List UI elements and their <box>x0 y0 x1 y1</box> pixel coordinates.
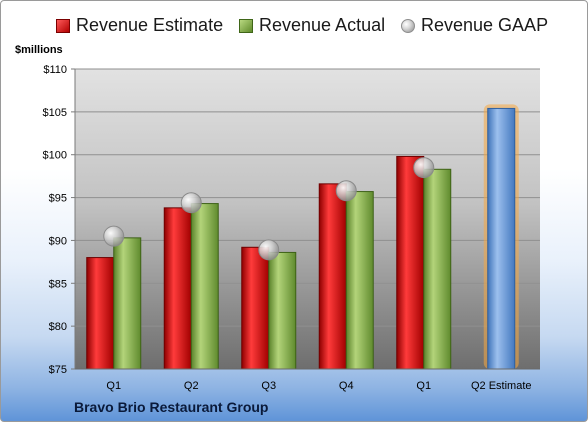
y-tick-label: $110 <box>43 64 67 76</box>
bar-actual <box>190 203 219 370</box>
legend-label-gaap: Revenue GAAP <box>421 15 549 35</box>
gaap-marker <box>258 239 280 261</box>
y-axis-unit-label: $millions <box>15 44 63 56</box>
x-tick-label: Q4 <box>339 380 354 392</box>
x-tick-label: Q1 <box>416 380 431 392</box>
legend-swatch-gaap <box>401 18 415 33</box>
legend-item-estimate: Revenue Estimate <box>56 15 223 36</box>
y-tick-label: $75 <box>49 364 67 376</box>
y-tick-label: $95 <box>49 193 67 205</box>
legend-item-actual: Revenue Actual <box>239 15 385 36</box>
x-axis-ticks: Q1 Q2 Q3 Q4 Q1 Q2 Estimate <box>75 368 540 392</box>
bar-estimate-forecast <box>487 107 516 370</box>
bar-actual <box>113 237 142 370</box>
legend-swatch-estimate <box>56 18 70 33</box>
bar-estimate <box>86 257 115 370</box>
gaap-marker <box>103 225 125 247</box>
bars <box>86 104 519 370</box>
gaap-marker <box>413 157 435 179</box>
y-tick-label: $80 <box>49 321 67 333</box>
legend-label-estimate: Revenue Estimate <box>76 15 224 35</box>
y-tick-label: $90 <box>49 235 67 247</box>
bar-actual <box>423 168 452 370</box>
bar-estimate <box>318 183 347 370</box>
bar-estimate <box>241 246 270 370</box>
y-axis-ticks: $75 $80 $85 $90 $95 $100 $105 $110 <box>43 64 76 376</box>
x-tick-label: Q2 <box>184 380 199 392</box>
y-tick-label: $105 <box>43 107 67 119</box>
gaap-marker <box>180 192 202 214</box>
bar-actual <box>268 251 297 370</box>
plot-area <box>75 69 540 369</box>
legend: Revenue Estimate Revenue Actual Revenue … <box>1 15 587 43</box>
bar-actual <box>345 191 374 370</box>
x-tick-label: Q3 <box>261 380 276 392</box>
gaap-marker <box>335 180 357 202</box>
bar-estimate <box>396 155 425 370</box>
x-tick-label: Q2 Estimate <box>471 380 532 392</box>
gaap-markers <box>103 157 435 261</box>
legend-label-actual: Revenue Actual <box>259 15 386 35</box>
y-tick-label: $85 <box>49 278 67 290</box>
x-tick-label: Q1 <box>106 380 121 392</box>
company-name: Bravo Brio Restaurant Group <box>74 399 269 415</box>
legend-item-gaap: Revenue GAAP <box>401 15 548 36</box>
legend-swatch-actual <box>239 18 253 33</box>
y-tick-label: $100 <box>43 150 67 162</box>
bar-estimate <box>163 207 192 370</box>
